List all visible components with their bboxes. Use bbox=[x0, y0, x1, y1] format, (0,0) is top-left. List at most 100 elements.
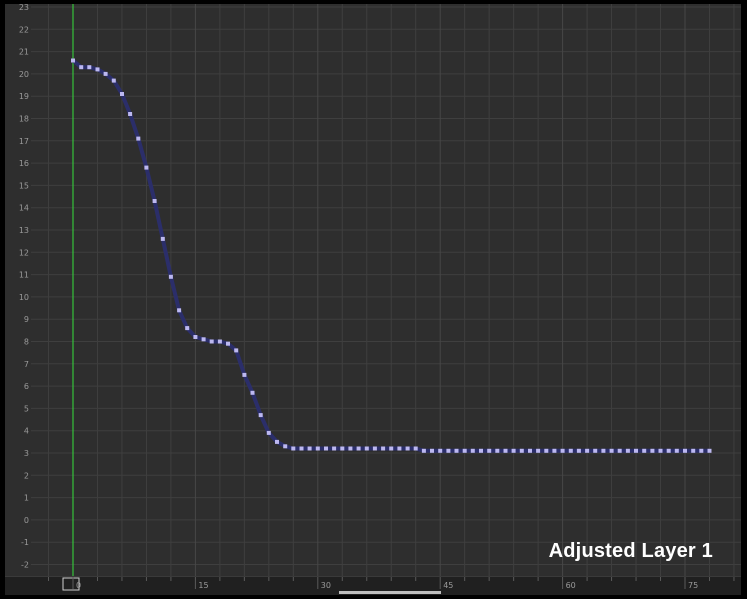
keyframe-point[interactable] bbox=[95, 67, 100, 72]
keyframe-point[interactable] bbox=[120, 92, 124, 96]
keyframe-point[interactable] bbox=[348, 446, 353, 451]
keyframe-point[interactable] bbox=[185, 326, 190, 331]
keyframe-point[interactable] bbox=[658, 448, 663, 453]
keyframe-point[interactable] bbox=[152, 199, 157, 203]
keyframe-point[interactable] bbox=[381, 446, 386, 451]
y-tick-label: 0 bbox=[24, 516, 29, 525]
x-tick-label: 0 bbox=[76, 581, 81, 590]
x-tick-label: 45 bbox=[443, 581, 453, 590]
keyframe-point[interactable] bbox=[168, 274, 173, 279]
keyframe-point[interactable] bbox=[568, 448, 573, 453]
keyframe-point[interactable] bbox=[601, 448, 606, 453]
keyframe-point[interactable] bbox=[87, 65, 92, 70]
keyframe-point[interactable] bbox=[683, 448, 687, 453]
keyframe-point[interactable] bbox=[356, 446, 361, 451]
keyframe-point[interactable] bbox=[103, 71, 108, 76]
keyframe-point[interactable] bbox=[405, 446, 410, 451]
keyframe-point[interactable] bbox=[71, 58, 75, 63]
timeline-ruler[interactable]: 0 15 30 45 60 75 bbox=[5, 576, 741, 595]
keyframe-point[interactable] bbox=[462, 448, 467, 453]
keyframe-point[interactable] bbox=[446, 448, 451, 453]
y-tick-label: 14 bbox=[19, 204, 29, 213]
keyframe-point[interactable] bbox=[707, 448, 712, 453]
x-tick-label: 60 bbox=[566, 581, 576, 590]
keyframe-point[interactable] bbox=[634, 448, 638, 453]
keyframe-point[interactable] bbox=[201, 337, 206, 342]
keyframe-point[interactable] bbox=[552, 448, 557, 453]
keyframe-point[interactable] bbox=[193, 335, 198, 339]
keyframe-point[interactable] bbox=[128, 112, 133, 116]
keyframe-point[interactable] bbox=[111, 78, 116, 83]
keyframe-point[interactable] bbox=[699, 448, 704, 453]
keyframe-point[interactable] bbox=[275, 439, 279, 444]
keyframe-point[interactable] bbox=[503, 448, 508, 453]
keyframe-point[interactable] bbox=[487, 448, 492, 453]
curve-graph[interactable]: 23222120191817161514131211109876543210-1… bbox=[5, 4, 741, 576]
x-tick-label: 15 bbox=[198, 581, 208, 590]
keyframe-point[interactable] bbox=[209, 339, 214, 344]
keyframe-point[interactable] bbox=[438, 448, 443, 453]
y-tick-label: 6 bbox=[24, 382, 29, 391]
keyframe-point[interactable] bbox=[642, 448, 647, 453]
keyframe-point[interactable] bbox=[519, 448, 524, 453]
keyframe-point[interactable] bbox=[528, 448, 532, 453]
keyframe-point[interactable] bbox=[479, 448, 483, 453]
keyframe-point[interactable] bbox=[454, 448, 459, 453]
keyframe-point[interactable] bbox=[585, 448, 590, 453]
x-tick-label: 75 bbox=[688, 581, 698, 590]
keyframe-point[interactable] bbox=[536, 448, 541, 453]
keyframe-point[interactable] bbox=[364, 446, 369, 451]
y-tick-label: 15 bbox=[19, 181, 29, 190]
keyframe-point[interactable] bbox=[332, 446, 337, 451]
keyframe-point[interactable] bbox=[430, 448, 434, 453]
keyframe-point[interactable] bbox=[136, 136, 141, 141]
keyframe-point[interactable] bbox=[674, 448, 679, 453]
keyframe-point[interactable] bbox=[144, 165, 149, 170]
keyframe-point[interactable] bbox=[226, 341, 230, 346]
horizontal-scrollbar-thumb[interactable] bbox=[339, 591, 441, 594]
x-tick-label: 30 bbox=[321, 581, 331, 590]
keyframe-point[interactable] bbox=[576, 448, 581, 453]
keyframe-point[interactable] bbox=[650, 448, 655, 453]
keyframe-point[interactable] bbox=[389, 446, 394, 451]
keyframe-point[interactable] bbox=[625, 448, 630, 453]
keyframe-point[interactable] bbox=[397, 446, 402, 451]
keyframe-point[interactable] bbox=[413, 446, 418, 451]
keyframe-point[interactable] bbox=[242, 372, 247, 377]
keyframe-point[interactable] bbox=[372, 446, 377, 451]
keyframe-point[interactable] bbox=[234, 348, 239, 353]
keyframe-point[interactable] bbox=[666, 448, 671, 453]
keyframe-point[interactable] bbox=[266, 430, 271, 435]
keyframe-point[interactable] bbox=[79, 65, 84, 70]
ruler-ticks: 0 15 30 45 60 75 bbox=[48, 577, 735, 591]
current-frame-indicator[interactable] bbox=[62, 577, 80, 591]
keyframe-point[interactable] bbox=[299, 446, 304, 451]
keyframe-point[interactable] bbox=[291, 446, 296, 451]
y-tick-label: 12 bbox=[19, 248, 29, 257]
keyframe-point[interactable] bbox=[421, 448, 426, 453]
y-tick-label: 4 bbox=[24, 427, 29, 436]
keyframe-point[interactable] bbox=[340, 446, 345, 451]
keyframe-point[interactable] bbox=[691, 448, 696, 453]
keyframe-point[interactable] bbox=[609, 448, 614, 453]
keyframe-point[interactable] bbox=[160, 236, 165, 241]
y-tick-label: 3 bbox=[24, 449, 29, 458]
keyframe-point[interactable] bbox=[307, 446, 312, 451]
keyframe-point[interactable] bbox=[177, 308, 182, 313]
y-tick-label: 9 bbox=[24, 315, 29, 324]
keyframe-point[interactable] bbox=[511, 448, 516, 453]
keyframe-point[interactable] bbox=[560, 448, 565, 453]
keyframe-point[interactable] bbox=[283, 444, 288, 449]
keyframe-point[interactable] bbox=[258, 413, 263, 418]
keyframe-point[interactable] bbox=[315, 446, 320, 451]
keyframe-point[interactable] bbox=[544, 448, 549, 453]
keyframe-point[interactable] bbox=[470, 448, 475, 453]
keyframe-point[interactable] bbox=[593, 448, 598, 453]
keyframe-point[interactable] bbox=[324, 446, 328, 451]
keyframe-point[interactable] bbox=[617, 448, 622, 453]
keyframe-point[interactable] bbox=[250, 390, 255, 395]
keyframe-point[interactable] bbox=[495, 448, 500, 453]
graph-editor-panel[interactable]: 23 22 21 20 19 18 17 16 15 14 13 12 11 10 9 8 7 6 5 4 3 2 1 0 -1… bbox=[5, 4, 741, 595]
keyframe-point[interactable] bbox=[217, 339, 222, 344]
